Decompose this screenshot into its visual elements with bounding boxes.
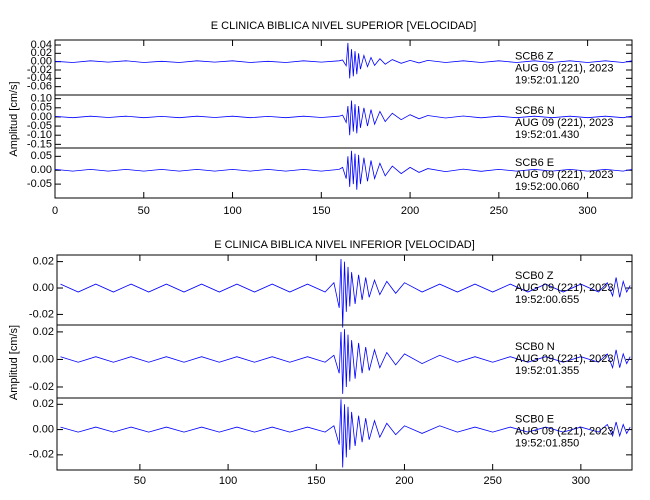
- chart-title: E CLINICA BIBLICA NIVEL SUPERIOR [VELOCI…: [211, 20, 477, 32]
- waveform: [60, 258, 631, 328]
- y-tick-label: 0.10: [31, 93, 52, 105]
- x-tick-label: 0: [52, 205, 58, 217]
- y-tick-label: 0.05: [31, 150, 52, 162]
- time-label: 19:52:00.060: [515, 181, 579, 193]
- x-tick-label: 250: [483, 475, 501, 487]
- station-label: SCB0 Z: [515, 270, 554, 282]
- time-label: 19:52:01.355: [515, 365, 579, 377]
- x-tick-label: 200: [395, 475, 413, 487]
- x-tick-label: 50: [138, 205, 150, 217]
- y-tick-label: -0.05: [27, 120, 52, 132]
- date-label: AUG 09 (221), 2023: [515, 169, 613, 181]
- time-label: 19:52:01.120: [515, 74, 579, 86]
- x-tick-label: 300: [578, 205, 596, 217]
- y-tick-label: 0.00: [33, 423, 54, 435]
- x-tick-label: 200: [401, 205, 419, 217]
- date-label: AUG 09 (221), 2023: [515, 62, 613, 74]
- y-tick-label: -0.04: [27, 72, 52, 84]
- y-tick-label: 0.00: [33, 353, 54, 365]
- y-tick-label: -0.05: [27, 178, 52, 190]
- time-label: 19:52:00.655: [515, 294, 579, 306]
- y-tick-label: -0.02: [29, 381, 54, 393]
- station-label: SCB0 E: [515, 414, 554, 426]
- time-label: 19:52:01.430: [515, 129, 579, 141]
- x-tick-label: 250: [490, 205, 508, 217]
- y-axis-label: Amplitud [cm/s]: [8, 81, 20, 156]
- date-label: AUG 09 (221), 2023: [515, 282, 613, 294]
- y-tick-label: -0.02: [29, 308, 54, 320]
- panel-frame: [54, 147, 633, 199]
- y-tick-label: 0.00: [33, 282, 54, 294]
- waveform: [60, 329, 631, 394]
- y-tick-label: 0.02: [33, 326, 54, 338]
- y-tick-label: 0.04: [31, 39, 52, 51]
- station-label: SCB0 N: [515, 341, 555, 353]
- y-tick-label: 0.00: [31, 56, 52, 68]
- panel-frame: [56, 397, 633, 471]
- y-tick-label: 0.00: [31, 164, 52, 176]
- y-tick-label: -0.10: [27, 129, 52, 141]
- station-label: SCB6 N: [515, 105, 555, 117]
- y-axis-label: Amplitud [cm/s]: [8, 325, 20, 400]
- y-tick-label: 0.05: [31, 102, 52, 114]
- y-tick-label: -0.15: [27, 138, 52, 150]
- station-label: SCB6 E: [515, 157, 554, 169]
- x-tick-label: 150: [312, 205, 330, 217]
- x-tick-label: 300: [572, 475, 590, 487]
- y-tick-label: 0.02: [33, 398, 54, 410]
- y-tick-label: 0.02: [31, 47, 52, 59]
- x-tick-label: 50: [134, 475, 146, 487]
- chart-title: E CLINICA BIBLICA NIVEL INFERIOR [VELOCI…: [214, 239, 475, 251]
- waveform: [54, 150, 633, 190]
- date-label: AUG 09 (221), 2023: [515, 353, 613, 365]
- y-tick-label: 0.00: [31, 111, 52, 123]
- waveform: [54, 100, 633, 136]
- x-tick-label: 150: [307, 475, 325, 487]
- y-tick-label: -0.02: [27, 64, 52, 76]
- y-tick-label: 0.02: [33, 256, 54, 268]
- station-label: SCB6 Z: [515, 50, 554, 62]
- time-label: 19:52:01.850: [515, 438, 579, 450]
- waveform: [60, 399, 631, 468]
- y-tick-label: -0.02: [29, 449, 54, 461]
- date-label: AUG 09 (221), 2023: [515, 426, 613, 438]
- y-tick-label: -0.06: [27, 81, 52, 93]
- waveform: [54, 42, 633, 79]
- date-label: AUG 09 (221), 2023: [515, 117, 613, 129]
- x-tick-label: 100: [219, 475, 237, 487]
- x-tick-label: 100: [223, 205, 241, 217]
